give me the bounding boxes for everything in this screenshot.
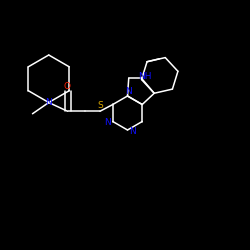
Text: N: N xyxy=(46,98,52,107)
Text: N: N xyxy=(124,87,132,96)
Text: NH: NH xyxy=(138,72,151,81)
Text: S: S xyxy=(97,101,103,110)
Text: N: N xyxy=(130,126,136,136)
Text: N: N xyxy=(104,118,111,127)
Text: O: O xyxy=(64,82,71,91)
